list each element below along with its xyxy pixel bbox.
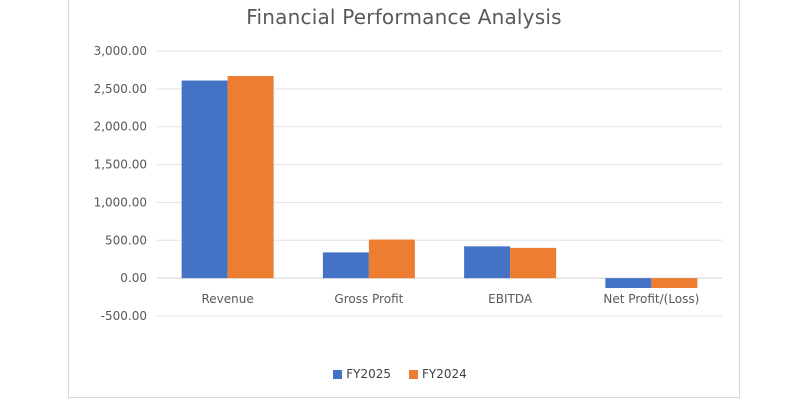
y-tick-label: 3,000.00 bbox=[94, 44, 147, 58]
legend-label-fy2025: FY2025 bbox=[346, 367, 391, 381]
legend-label-fy2024: FY2024 bbox=[422, 367, 467, 381]
legend-swatch-fy2025 bbox=[333, 369, 343, 379]
bar-fy2025-ebitda bbox=[464, 246, 511, 279]
bar-fy2025-revenue bbox=[181, 80, 228, 279]
x-category-label: EBITDA bbox=[488, 292, 533, 306]
x-category-label: Gross Profit bbox=[334, 292, 403, 306]
legend: FY2025 FY2024 bbox=[0, 367, 800, 381]
legend-item-fy2025: FY2025 bbox=[333, 367, 391, 381]
bar-fy2024-ebitda bbox=[510, 247, 557, 279]
y-tick-label: 1,000.00 bbox=[94, 195, 147, 209]
chart-area bbox=[68, 0, 740, 398]
x-category-label: Revenue bbox=[201, 292, 253, 306]
bar-fy2024-revenue bbox=[227, 75, 274, 279]
legend-item-fy2024: FY2024 bbox=[409, 367, 467, 381]
bar-fy2024-gross-profit bbox=[368, 239, 415, 279]
y-tick-label: -500.00 bbox=[101, 309, 147, 323]
bar-fy2025-net-profit-loss bbox=[605, 278, 652, 288]
bar-fy2025-gross-profit bbox=[322, 252, 369, 279]
y-tick-label: 2,500.00 bbox=[94, 82, 147, 96]
y-tick-label: 1,500.00 bbox=[94, 158, 147, 172]
y-tick-label: 2,000.00 bbox=[94, 120, 147, 134]
y-tick-label: 500.00 bbox=[105, 233, 147, 247]
chart-title: Financial Performance Analysis bbox=[246, 5, 562, 29]
y-tick-label: 0.00 bbox=[120, 271, 147, 285]
bar-fy2024-net-profit-loss bbox=[651, 278, 698, 288]
legend-swatch-fy2024 bbox=[409, 369, 418, 379]
x-category-label: Net Profit/(Loss) bbox=[603, 292, 699, 306]
